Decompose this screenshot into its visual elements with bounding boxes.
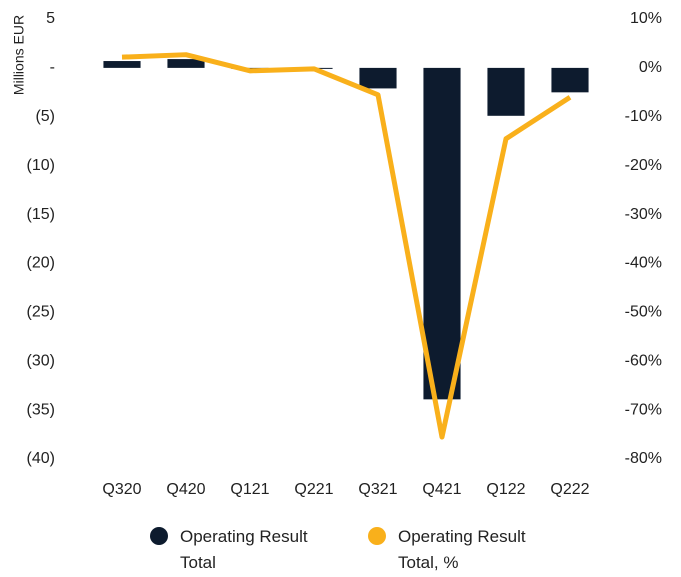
bar: [167, 59, 205, 68]
x-tick-label: Q420: [166, 481, 205, 498]
y-tick-label: (30): [27, 352, 55, 369]
bar: [359, 67, 397, 89]
legend-swatch: [150, 527, 168, 545]
y-tick-label: (25): [27, 304, 55, 321]
y2-tick-label: -10%: [625, 108, 662, 125]
bar: [487, 67, 525, 116]
legend-item: Operating Result Total, %: [368, 524, 548, 576]
x-tick-label: Q222: [550, 481, 589, 498]
line: [121, 52, 572, 440]
x-tick-label: Q321: [358, 481, 397, 498]
y-tick-label: (15): [27, 206, 55, 223]
y-tick-label: (10): [27, 157, 55, 174]
y-tick-label: (35): [27, 401, 55, 418]
y2-tick-label: -40%: [625, 255, 662, 272]
y-axis-label: Millions EUR: [11, 15, 27, 95]
y2-tick-label: -50%: [625, 304, 662, 321]
y2-tick-label: -80%: [625, 450, 662, 467]
y2-tick-label: 0%: [639, 59, 662, 76]
legend-label: Operating Result Total: [180, 527, 308, 572]
x-tick-label: Q122: [486, 481, 525, 498]
y2-tick-label: -70%: [625, 401, 662, 418]
chart: Millions EUR 5 - (5) (10) (15) (20) (25) (30) (3…: [11, 10, 662, 498]
bar: [551, 67, 589, 93]
legend-label: Operating Result Total, %: [398, 527, 526, 572]
y-tick-label: (20): [27, 255, 55, 272]
y2-tick-label: -20%: [625, 157, 662, 174]
y2-tick-label: -60%: [625, 352, 662, 369]
x-tick-label: Q320: [102, 481, 141, 498]
y2-tick-label: 10%: [630, 10, 662, 27]
bar: [423, 67, 461, 400]
y-tick-label: (5): [35, 108, 55, 125]
y-tick-label: (40): [27, 450, 55, 467]
y2-tick-label: -30%: [625, 206, 662, 223]
legend-swatch: [368, 527, 386, 545]
x-tick-label: Q121: [230, 481, 269, 498]
bar: [103, 61, 141, 68]
x-tick-label: Q421: [422, 481, 461, 498]
legend-item: Operating Result Total: [150, 524, 330, 576]
x-tick-label: Q221: [294, 481, 333, 498]
y-tick-label: 5: [46, 10, 55, 27]
y-tick-label: -: [50, 59, 55, 76]
